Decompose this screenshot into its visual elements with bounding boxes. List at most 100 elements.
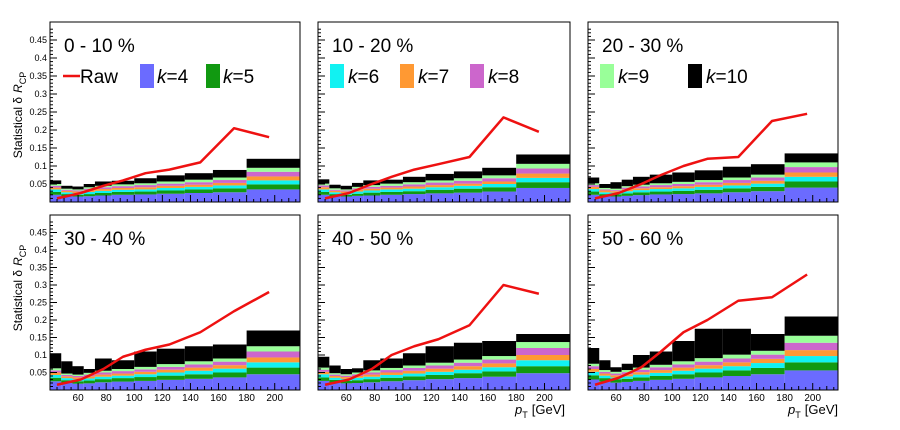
panel-1-bin-6-k7 xyxy=(111,187,135,190)
panel-1-y-tick-label-0.1: 0.1 xyxy=(34,161,47,171)
panel-6-bin-11-k9 xyxy=(784,335,838,343)
panel-6-x-tick-label-140: 140 xyxy=(720,393,737,404)
panel-2-bin-1-k9 xyxy=(318,183,330,186)
panel-6-raw-line xyxy=(594,273,808,386)
panel-3-bin-6-k8 xyxy=(649,185,673,188)
panel-1-bin-9-k4 xyxy=(184,193,213,202)
panel-4-y-tick-label-0.45: 0.45 xyxy=(29,228,47,238)
panel-2-bin-7-k5 xyxy=(402,191,426,195)
panels-group: 0.05 0.1 0.15 0.2 0.25 0.3 0.35 0.4 0.45 0 - 10 %… xyxy=(29,21,839,404)
panel-5-bin-5-k4 xyxy=(363,382,381,390)
panel-4-bin-7-k9 xyxy=(134,366,157,370)
panel-3-bin-1-k5 xyxy=(588,191,600,195)
panel-6-bin-9-k9 xyxy=(722,354,751,359)
panel-1-bin-4-k4 xyxy=(83,196,95,202)
panel-2-centrality-label: 10 - 20 % xyxy=(332,36,413,57)
panel-2-bin-8-k6 xyxy=(425,187,454,190)
panel-5-bin-8-k7 xyxy=(425,368,454,372)
panel-4-bin-8-k6 xyxy=(156,372,185,376)
panel-1-y-tick-label-0.4: 0.4 xyxy=(34,53,47,63)
panel-4-x-tick-label-180: 180 xyxy=(238,393,255,404)
panel-2-bin-1-k7 xyxy=(318,187,330,190)
panel-2-bin-1-k6 xyxy=(318,189,330,192)
panel-3-bin-9-k9 xyxy=(722,177,751,181)
panel-4-bin-5-k9 xyxy=(94,370,112,373)
panel-6-bin-10-k9 xyxy=(750,350,785,355)
panel-3-bin-6-k7 xyxy=(649,187,673,190)
panel-6-x-tick-label-80: 80 xyxy=(639,393,651,404)
panel-1-raw-line xyxy=(56,126,270,200)
panel-2-bin-5-k6 xyxy=(363,190,381,193)
panel-1-bin-5-k7 xyxy=(94,189,112,191)
panel-3-bin-4-k10 xyxy=(621,179,633,187)
panel-4-bin-6-k10 xyxy=(111,360,135,369)
panel-5-bin-5-k10 xyxy=(363,360,381,371)
panel-1-bin-5-k4 xyxy=(94,195,112,202)
panel-2-bin-10-k10 xyxy=(482,167,517,176)
panel-6-x-tick-label-200: 200 xyxy=(804,393,821,404)
panel-4-bin-10-k10 xyxy=(212,344,247,359)
legend-k5-label: k=5 xyxy=(223,67,254,88)
panel-2-bin-6-k6 xyxy=(380,189,403,192)
panel-2-bin-5-k7 xyxy=(363,188,381,191)
panel-5-x-tick-label-100: 100 xyxy=(395,393,412,404)
panel-3-bin-7-k7 xyxy=(672,186,695,189)
panel-2-bin-2-k10 xyxy=(329,184,341,189)
panel-1-bin-5-k8 xyxy=(94,187,112,190)
panel-4-plot-area xyxy=(50,290,300,390)
panel-5-bin-9-k10 xyxy=(453,342,483,360)
panel-3-bin-6-k6 xyxy=(649,189,673,192)
panel-2-bin-1-k10 xyxy=(318,179,330,184)
panel-1-bin-10-k8 xyxy=(212,180,247,183)
panel-3-bin-11-k10 xyxy=(784,153,838,163)
panel-3: 20 - 30 % xyxy=(587,21,839,203)
panel-1-bin-1-k6 xyxy=(50,189,62,192)
panel-3-bin-6-k4 xyxy=(649,194,673,202)
panel-2-bin-3-k10 xyxy=(340,185,352,190)
panel-2-bin-11-k7 xyxy=(516,173,570,178)
panel-2-bin-5-k5 xyxy=(363,192,381,196)
panel-6-bin-10-k6 xyxy=(750,363,785,368)
panel-4-bin-11-k6 xyxy=(246,362,300,368)
panel-1-bin-11-k4 xyxy=(246,189,300,202)
panel-3-bin-3-k10 xyxy=(610,182,622,189)
panel-6-bin-5-k8 xyxy=(632,369,650,373)
panel-2-bin-9-k8 xyxy=(453,180,483,184)
panel-6-bin-2-k9 xyxy=(599,370,611,372)
panel-4-bin-10-k6 xyxy=(212,368,247,373)
panel-5-bin-11-k5 xyxy=(516,366,570,374)
y-axis-title-prefix: Statistical δ xyxy=(11,97,25,159)
panel-4-bin-7-k8 xyxy=(134,369,157,372)
panel-6-bin-7-k7 xyxy=(672,367,695,371)
panel-1-y-tick-label-0.05: 0.05 xyxy=(29,179,47,189)
panel-6-bin-1-k8 xyxy=(588,366,600,369)
panel-2-bin-11-k6 xyxy=(516,177,570,183)
panel-5-x-tick-label-80: 80 xyxy=(369,393,381,404)
panel-1-bin-1-k8 xyxy=(50,185,62,188)
panel-3-bin-6-k10 xyxy=(649,174,673,184)
panel-4-bin-1-k6 xyxy=(50,374,62,378)
panel-4-bin-1-k4 xyxy=(50,381,62,390)
panel-2-bin-4-k6 xyxy=(351,191,364,194)
panel-3-bin-1-k7 xyxy=(588,186,600,190)
panel-6-bin-1-k7 xyxy=(588,369,600,372)
panel-5-bin-8-k9 xyxy=(425,362,454,366)
panel-4-bin-11-k8 xyxy=(246,351,300,358)
panel-4-bin-6-k6 xyxy=(111,375,135,379)
panel-3-bin-8-k4 xyxy=(694,193,723,202)
panel-4-bin-11-k4 xyxy=(246,374,300,390)
panel-3-bin-4-k5 xyxy=(621,193,633,196)
panel-1-bin-2-k9 xyxy=(61,188,73,190)
panel-4-bin-5-k7 xyxy=(94,374,112,377)
panel-2-bin-9-k7 xyxy=(453,183,483,186)
panel-1-bin-9-k9 xyxy=(184,179,213,183)
panel-1-bin-4-k9 xyxy=(83,187,95,189)
panel-6-bin-5-k9 xyxy=(632,367,650,370)
panel-2-bin-7-k9 xyxy=(402,182,426,185)
panel-1-bin-11-k8 xyxy=(246,171,300,177)
panel-3-bin-11-k6 xyxy=(784,176,838,182)
panel-3-bin-8-k9 xyxy=(694,180,723,183)
panel-1-bin-9-k6 xyxy=(184,186,213,190)
panel-4-bin-9-k8 xyxy=(184,364,213,368)
y-axis-title-var: R xyxy=(11,84,25,93)
